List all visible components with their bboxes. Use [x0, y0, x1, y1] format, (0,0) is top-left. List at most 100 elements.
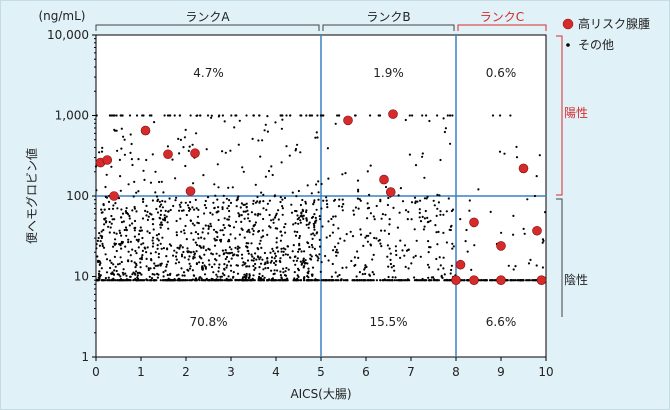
other-point	[259, 213, 262, 216]
other-point	[252, 259, 255, 262]
other-point	[280, 114, 283, 117]
other-point	[193, 224, 196, 227]
other-point	[484, 279, 487, 282]
other-point	[119, 275, 122, 278]
other-point	[153, 273, 156, 276]
other-point	[298, 242, 301, 245]
other-point	[442, 267, 445, 270]
other-point	[114, 238, 117, 241]
other-point	[283, 226, 286, 229]
other-point	[267, 169, 271, 173]
other-point	[315, 232, 318, 235]
other-point	[344, 172, 347, 175]
other-point	[129, 151, 132, 154]
other-point	[282, 254, 285, 257]
other-point	[160, 203, 163, 206]
other-point	[368, 193, 371, 196]
other-point	[100, 208, 103, 211]
other-point	[274, 214, 277, 217]
other-point	[307, 223, 310, 226]
other-point	[124, 272, 127, 275]
other-point	[307, 267, 310, 270]
other-point	[395, 279, 398, 282]
other-point	[222, 253, 225, 256]
high-risk-point	[496, 275, 506, 285]
other-point	[280, 161, 283, 164]
other-point	[166, 248, 169, 251]
other-point	[119, 244, 122, 247]
other-point	[449, 114, 452, 117]
other-point	[215, 252, 218, 255]
other-point	[159, 279, 162, 282]
other-point	[186, 268, 189, 271]
other-point	[352, 209, 355, 212]
other-point	[429, 219, 432, 222]
other-point	[145, 204, 148, 207]
other-point	[161, 199, 164, 203]
other-point	[333, 245, 337, 248]
other-point	[412, 256, 415, 259]
other-point	[327, 177, 330, 180]
other-point	[308, 114, 311, 117]
other-point	[538, 154, 541, 157]
other-point	[281, 205, 284, 208]
other-point	[210, 116, 213, 119]
other-point	[99, 234, 102, 237]
other-point	[283, 196, 287, 200]
other-point	[503, 152, 506, 155]
other-point	[162, 275, 165, 278]
other-point	[180, 230, 183, 233]
other-point	[121, 271, 124, 274]
other-point	[314, 216, 317, 219]
other-point	[339, 237, 342, 240]
other-point	[317, 257, 320, 260]
other-point	[434, 224, 437, 227]
other-point	[286, 279, 289, 282]
other-point	[318, 215, 321, 218]
other-point	[515, 156, 519, 159]
other-point	[229, 264, 232, 267]
other-point	[306, 262, 309, 265]
other-point	[107, 276, 110, 279]
other-point	[108, 207, 111, 211]
other-point	[240, 220, 243, 223]
other-point	[218, 263, 221, 266]
other-point	[399, 256, 402, 259]
other-point	[181, 274, 184, 277]
other-point	[135, 191, 138, 194]
other-point	[280, 247, 283, 250]
other-point	[269, 226, 272, 229]
other-point	[201, 268, 204, 271]
other-point	[120, 208, 123, 211]
other-point	[170, 244, 173, 247]
other-point	[356, 179, 360, 182]
other-point	[283, 274, 287, 277]
other-point	[143, 246, 146, 249]
other-point	[380, 229, 383, 232]
other-point	[116, 207, 119, 210]
other-point	[190, 232, 193, 235]
other-point	[104, 217, 107, 220]
other-point	[152, 228, 155, 231]
other-point	[384, 185, 388, 189]
other-point	[449, 272, 452, 275]
other-point	[411, 114, 414, 117]
other-point	[219, 229, 222, 232]
other-point	[337, 279, 340, 282]
other-point	[362, 244, 365, 247]
other-point	[302, 209, 305, 213]
other-point	[302, 260, 305, 264]
other-point	[198, 244, 201, 247]
other-point	[159, 264, 162, 267]
other-point	[360, 279, 363, 282]
other-point	[120, 221, 124, 224]
high-risk-point	[469, 275, 479, 285]
other-point	[188, 255, 191, 258]
other-point	[156, 199, 159, 203]
other-point	[185, 238, 188, 241]
other-point	[292, 223, 295, 226]
other-point	[204, 266, 207, 269]
other-point	[445, 241, 448, 244]
other-point	[253, 279, 256, 282]
other-point	[313, 213, 316, 216]
